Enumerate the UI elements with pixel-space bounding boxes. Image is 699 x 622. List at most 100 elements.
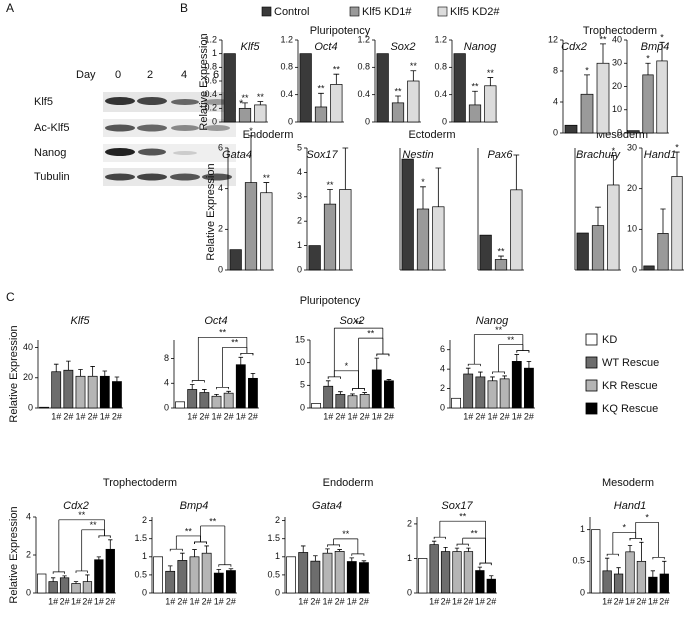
blot-star: * xyxy=(239,98,244,110)
bar xyxy=(226,570,236,594)
legend-label: KQ Rescue xyxy=(602,403,658,415)
x-tick-label: 2# xyxy=(335,411,345,421)
y-tick-label: 0 xyxy=(580,587,585,597)
x-tick-label: 1# xyxy=(75,411,85,421)
significance: ** xyxy=(471,82,479,92)
day: 0 xyxy=(115,69,121,81)
blot-row-label: Ac-Klf5 xyxy=(34,122,69,134)
group-heading: Ectoderm xyxy=(408,129,455,141)
significance: ** xyxy=(257,92,265,102)
error-bar xyxy=(659,41,665,61)
significance: ** xyxy=(410,61,418,71)
y-tick-label: 1 xyxy=(275,551,280,561)
bar xyxy=(59,577,70,594)
bar xyxy=(211,395,222,409)
bar xyxy=(99,375,110,409)
bar xyxy=(475,376,486,409)
error-bar xyxy=(420,186,426,209)
error-bar xyxy=(180,552,185,561)
legend-label: KR Rescue xyxy=(602,380,658,392)
y-tick-label: 2 xyxy=(440,383,445,393)
error-bar xyxy=(192,549,197,557)
bar xyxy=(486,578,496,594)
error-bar xyxy=(167,565,173,572)
bar xyxy=(648,576,658,594)
bar xyxy=(37,573,47,594)
y-tick-label: 2 xyxy=(26,549,31,559)
group-heading: Trophectoderm xyxy=(103,477,177,489)
significance-bracket xyxy=(327,370,365,391)
legend-swatch xyxy=(261,6,272,17)
error-bar xyxy=(600,43,606,64)
x-tick-label: 2# xyxy=(88,411,98,421)
band xyxy=(137,97,167,105)
bar xyxy=(175,401,185,409)
error-bar xyxy=(514,354,520,362)
x-tick-label: 1# xyxy=(347,596,357,606)
bar xyxy=(628,130,640,134)
legend-swatch xyxy=(585,356,598,369)
y-tick-label: 0 xyxy=(26,587,31,597)
bar xyxy=(475,570,485,594)
significance: * xyxy=(249,126,253,136)
y-tick-label: 10 xyxy=(627,224,637,234)
y-tick-label: 30 xyxy=(612,58,622,68)
bar xyxy=(591,225,605,271)
y-tick-label: 0.6 xyxy=(204,75,217,85)
chart-title: Klf5 xyxy=(241,41,261,53)
error-bar xyxy=(202,389,207,393)
y-tick-label: 12 xyxy=(548,34,558,44)
bar xyxy=(657,233,669,271)
significance: * xyxy=(675,142,679,152)
bar xyxy=(323,385,334,409)
error-bar xyxy=(478,371,483,377)
x-tick-label: 2# xyxy=(199,411,209,421)
error-bar xyxy=(349,557,355,562)
x-tick-label: 2# xyxy=(486,596,496,606)
bar xyxy=(63,369,74,409)
error-bar xyxy=(108,539,113,550)
bar xyxy=(463,373,474,409)
y-tick-label: 1 xyxy=(142,551,147,561)
bar xyxy=(479,234,492,271)
y-tick-label: 0.2 xyxy=(204,103,217,113)
significance-bracket xyxy=(194,525,232,567)
bar xyxy=(310,560,321,594)
significance-bracket xyxy=(352,337,390,391)
y-tick-label: 4 xyxy=(26,511,31,521)
error-bar xyxy=(410,70,417,81)
significance-bracket xyxy=(456,537,492,566)
band xyxy=(105,124,135,132)
chart-title: Oct4 xyxy=(314,41,337,53)
y-tick-label: 8 xyxy=(553,65,558,75)
y-tick-label: 0.4 xyxy=(357,89,370,99)
x-tick-label: 2# xyxy=(359,596,369,606)
error-bar xyxy=(214,394,219,397)
x-tick-label: 2# xyxy=(463,596,473,606)
x-tick-label: 1# xyxy=(372,411,382,421)
error-bar xyxy=(395,95,401,103)
y-tick-label: 0.8 xyxy=(434,62,447,72)
group-heading: Pluripotency xyxy=(310,25,371,37)
significance: ** xyxy=(599,34,607,44)
band xyxy=(171,99,199,105)
x-tick-label: 1# xyxy=(236,411,246,421)
x-tick-label: 2# xyxy=(202,596,212,606)
y-tick-label: 0 xyxy=(212,116,217,126)
panel-letter: C xyxy=(6,290,15,304)
x-tick-label: 1# xyxy=(452,596,462,606)
x-tick-label: 2# xyxy=(659,596,669,606)
y-tick-label: 1.2 xyxy=(280,34,293,44)
error-bar xyxy=(616,567,621,574)
y-tick-label: 8 xyxy=(164,353,169,363)
bar xyxy=(643,265,655,271)
x-tick-label: 1# xyxy=(323,411,333,421)
significance: * xyxy=(645,513,649,523)
chart-title: Hand1 xyxy=(644,149,676,161)
group-heading: Trophectoderm xyxy=(583,25,657,37)
significance: * xyxy=(623,523,627,533)
y-tick-label: 0.4 xyxy=(434,89,447,99)
error-bar xyxy=(605,557,610,571)
band xyxy=(105,173,135,181)
